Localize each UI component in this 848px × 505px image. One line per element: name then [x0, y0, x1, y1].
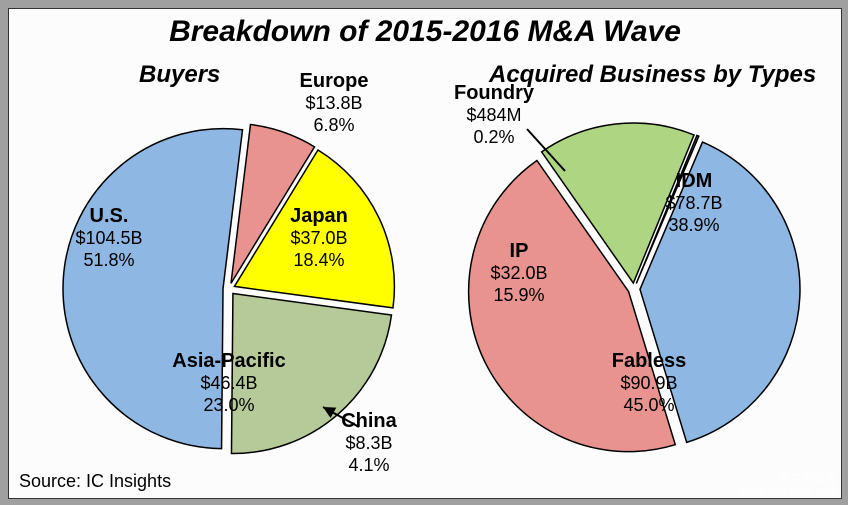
chart-card: Breakdown of 2015-2016 M&A Wave Buyers A…: [8, 8, 842, 499]
slice-label-asia-pacific: Asia-Pacific$46.4B23.0%: [159, 349, 299, 416]
slice-label-foundry: Foundry$484M0.2%: [424, 81, 564, 148]
chart-area: Breakdown of 2015-2016 M&A Wave Buyers A…: [9, 9, 841, 498]
watermark: 电子发烧友 www.elecfans.com: [739, 473, 838, 499]
callout-china: China$8.3B4.1%: [319, 409, 419, 476]
slice-label-japan: Japan$37.0B18.4%: [249, 204, 389, 271]
slice-label-fabless: Fabless$90.9B45.0%: [579, 349, 719, 416]
source-text: Source: IC Insights: [19, 471, 171, 492]
slice-label-idm: IDM$78.7B38.9%: [624, 169, 764, 236]
watermark-line1: 电子发烧友: [739, 473, 838, 486]
slice-label-u-s-: U.S.$104.5B51.8%: [39, 204, 179, 271]
watermark-line2: www.elecfans.com: [739, 486, 838, 499]
slice-label-europe: Europe$13.8B6.8%: [264, 69, 404, 136]
slice-label-ip: IP$32.0B15.9%: [449, 239, 589, 306]
